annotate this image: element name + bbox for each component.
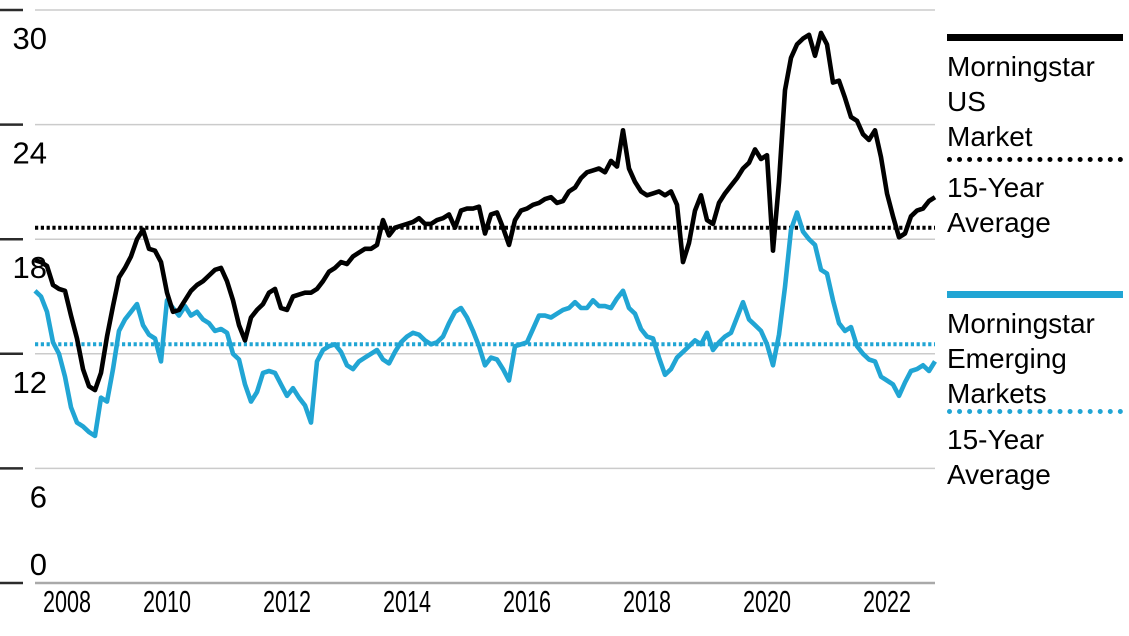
legend-swatch-emerging-markets-solid-line (947, 291, 1123, 298)
legend-label-emerging-markets: Morningstar (947, 308, 1095, 339)
legend-swatch-us-average-dotted-line (947, 157, 1123, 162)
x-axis-label-2022: 2022 (863, 584, 911, 619)
x-axis-label-2014: 2014 (383, 584, 431, 619)
x-axis-label-2008: 2008 (43, 584, 91, 619)
y-axis-label-12: 12 (13, 365, 47, 400)
y-axis-label-24: 24 (13, 136, 47, 171)
x-axis-label-2018: 2018 (623, 584, 671, 619)
legend-label-us-market: Market (947, 121, 1033, 152)
legend-label-us-market: Morningstar (947, 51, 1095, 82)
x-axis-label-2012: 2012 (263, 584, 311, 619)
y-axis-label-18: 18 (13, 250, 47, 285)
emerging-markets-line (33, 210, 937, 439)
legend-label-em-average: Average (947, 459, 1051, 490)
legend-swatch-us-market-solid-line (947, 34, 1123, 41)
x-axis-label-2016: 2016 (503, 584, 551, 619)
x-axis-label-2020: 2020 (743, 584, 791, 619)
legend-label-emerging-markets: Emerging (947, 343, 1067, 374)
legend-entry-em-average: 15-Year Average (947, 409, 1127, 492)
legend-label-us-market: US (947, 86, 986, 117)
legend-entry-us-market: Morningstar US Market (947, 34, 1127, 154)
legend-label-us-average: 15-Year (947, 172, 1045, 203)
x-axis-label-2010: 2010 (143, 584, 191, 619)
legend-label-em-average: 15-Year (947, 424, 1045, 455)
y-axis-label-6: 6 (30, 479, 47, 514)
legend-swatch-em-average-dotted-line (947, 409, 1123, 414)
legend-entry-us-average: 15-Year Average (947, 157, 1127, 240)
legend-label-us-average: Average (947, 207, 1051, 238)
y-axis-label-0: 0 (30, 547, 47, 582)
legend-entry-emerging-markets: Morningstar Emerging Markets (947, 291, 1127, 411)
y-axis-label-30: 30 (13, 21, 47, 56)
legend-label-emerging-markets: Markets (947, 378, 1047, 409)
us-market-line (34, 30, 937, 393)
